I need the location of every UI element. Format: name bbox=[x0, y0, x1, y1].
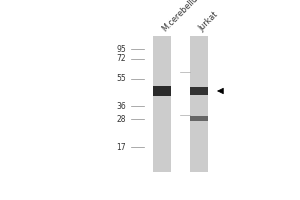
Text: M.cerebellum: M.cerebellum bbox=[160, 0, 205, 33]
Text: Jurkat: Jurkat bbox=[197, 10, 220, 33]
Text: 36: 36 bbox=[116, 102, 126, 111]
Bar bbox=[153, 86, 171, 96]
Text: 72: 72 bbox=[116, 54, 126, 63]
Text: 28: 28 bbox=[116, 115, 126, 124]
Bar bbox=[190, 36, 208, 172]
Bar bbox=[190, 116, 208, 121]
Bar bbox=[153, 36, 171, 172]
Text: 17: 17 bbox=[116, 143, 126, 152]
Bar bbox=[190, 87, 208, 95]
Text: 55: 55 bbox=[116, 74, 126, 83]
Text: 95: 95 bbox=[116, 45, 126, 54]
